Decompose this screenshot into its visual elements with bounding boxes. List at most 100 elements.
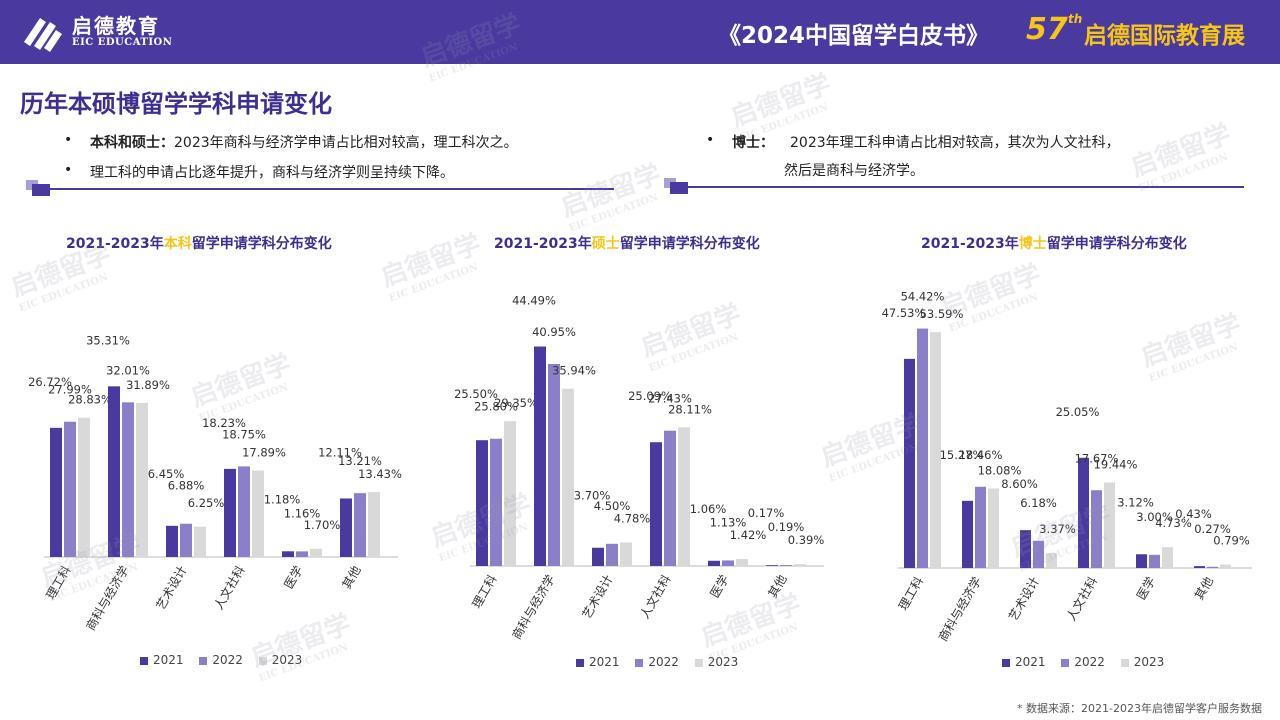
chart-undergrad: 26.72%27.99%28.83% 理工科 35.31% 32.01%31.89% 商… <box>28 333 402 633</box>
data-label: 1.42% <box>730 528 767 542</box>
bar-2021 <box>224 468 236 557</box>
category-tick-label: 医学 <box>707 572 732 600</box>
bar-2021 <box>650 442 662 566</box>
category-tick-label: 艺术设计 <box>1006 575 1042 624</box>
data-label: 53.59% <box>920 307 964 321</box>
data-label: 0.19% <box>768 520 805 534</box>
bar-2021 <box>1136 554 1147 568</box>
bar-2022 <box>722 560 734 566</box>
legend-item-2022: 2022 <box>635 655 679 669</box>
bar-2022 <box>975 486 986 568</box>
logo-text: 启德教育 <box>72 14 160 38</box>
data-label: 44.49% <box>512 294 556 308</box>
data-source-note: * 数据来源：2021-2023年启德留学客户服务数据 <box>1017 702 1262 715</box>
data-label: 35.31% <box>86 333 130 347</box>
data-label: 0.27% <box>1194 522 1231 536</box>
legend-label: 2023 <box>1133 655 1165 669</box>
divider-marker <box>32 184 50 196</box>
bar-2022 <box>1149 554 1160 568</box>
data-label: 6.88% <box>168 479 205 493</box>
chart-title-highlight: 硕士 <box>591 236 620 252</box>
bar-2021 <box>1020 530 1031 568</box>
data-label: 4.73% <box>1155 516 1192 530</box>
chart-title-pre: 2021-2023年 <box>66 236 164 252</box>
bar-2022 <box>180 523 192 557</box>
bar-2021 <box>50 427 62 557</box>
legend-phd: 2021 2022 2023 <box>1002 655 1176 669</box>
header-bar: 启德教育 EIC EDUCATION 《2024中国留学白皮书》 57 th 启… <box>0 0 1280 64</box>
bullet-text: 然后是商科与经济学。 <box>784 163 924 179</box>
bar-2023 <box>310 548 322 557</box>
bar-2021 <box>1078 457 1089 568</box>
legend-swatch <box>635 658 644 667</box>
bullet-dot: • <box>706 132 715 148</box>
data-label: 4.78% <box>614 511 651 525</box>
category-tick-label: 人文社科 <box>637 572 674 621</box>
category-tick-label: 医学 <box>281 563 306 591</box>
category-tick-label: 理工科 <box>43 564 73 602</box>
bar-2022 <box>780 565 792 566</box>
chart-title-phd: 2021-2023年博士留学申请学科分布变化 <box>921 233 1187 253</box>
legend-label: 2021 <box>589 655 620 669</box>
legend-swatch <box>1120 658 1129 667</box>
bar-2022 <box>606 543 618 566</box>
bullet-phd: • 博士： 2023年理工科申请占比相对较高，其次为人文社科， <box>706 132 1120 152</box>
data-label: 15.27% <box>940 448 984 462</box>
category-tick-label: 商科与经济学 <box>935 574 984 644</box>
bullet-text: 2023年商科与经济学申请占比相对较高，理工科次之。 <box>174 135 518 151</box>
legend-label: 2022 <box>1074 655 1105 669</box>
bullet-phd-cont: 然后是商科与经济学。 <box>784 160 924 180</box>
report-title: 《2024中国留学白皮书》 <box>718 23 990 49</box>
chart-master: 25.50%25.80%29.35% 理工科 44.49% 40.95% 35.94% 商… <box>454 294 824 642</box>
legend-swatch <box>694 658 703 667</box>
legend-item-2023: 2023 <box>258 653 302 667</box>
data-label: 28.11% <box>668 402 712 416</box>
bar-2023 <box>736 558 748 566</box>
bullet-trend: • 理工科的申请占比逐年提升，商科与经济学则呈持续下降。 <box>64 162 454 182</box>
legend-item-2023: 2023 <box>1120 655 1165 669</box>
bar-2023 <box>504 421 516 566</box>
bar-2022 <box>64 421 76 557</box>
legend-item-2022: 2022 <box>1061 655 1105 669</box>
data-label: 35.94% <box>552 364 596 378</box>
bar-2022 <box>490 438 502 566</box>
category-tick-label: 理工科 <box>896 575 926 613</box>
bar-2023 <box>1220 564 1231 568</box>
category-tick-label: 其他 <box>765 573 789 601</box>
bullet-label: 博士： <box>732 135 774 151</box>
chart-phd: 47.53% 54.42% 53.59% 理工科 15.27%18.46%18.08% 商… <box>882 290 1252 644</box>
logo-subtext: EIC EDUCATION <box>72 37 173 48</box>
legend-swatch <box>1002 658 1010 667</box>
legend-label: 2022 <box>648 655 679 669</box>
legend-item-2021: 2021 <box>140 653 184 667</box>
legend-swatch <box>140 656 148 665</box>
bar-2022 <box>548 363 560 566</box>
bar-2022 <box>354 493 366 557</box>
legend-master: 2021 2022 2023 <box>576 655 750 669</box>
bar-2021 <box>340 498 352 557</box>
data-label: 28.83% <box>68 393 112 407</box>
data-label: 1.16% <box>284 506 321 520</box>
bar-2023 <box>620 542 632 566</box>
expo-number: 57 <box>1026 12 1068 47</box>
data-label: 18.08% <box>978 463 1022 477</box>
chart-title-undergrad: 2021-2023年本科留学申请学科分布变化 <box>66 233 332 253</box>
category-tick-label: 艺术设计 <box>153 564 189 613</box>
data-label: 47.53% <box>882 306 926 320</box>
bar-2022 <box>917 328 928 568</box>
eic-logo-icon <box>24 18 62 52</box>
page-title: 历年本硕博留学学科申请变化 <box>20 90 332 118</box>
bar-2022 <box>1033 540 1044 568</box>
expo-title: 启德国际教育展 <box>1084 23 1245 49</box>
data-label: 27.43% <box>648 392 692 406</box>
bar-2021 <box>108 386 120 557</box>
data-label: 25.09% <box>628 389 672 403</box>
data-label: 18.46% <box>959 448 1003 462</box>
chart-title-post: 留学申请学科分布变化 <box>619 236 760 252</box>
divider-line <box>48 188 614 190</box>
data-label: 1.06% <box>690 502 727 516</box>
category-tick-label: 理工科 <box>469 573 499 611</box>
data-label: 12.11% <box>318 445 362 459</box>
data-label: 0.39% <box>788 533 825 547</box>
